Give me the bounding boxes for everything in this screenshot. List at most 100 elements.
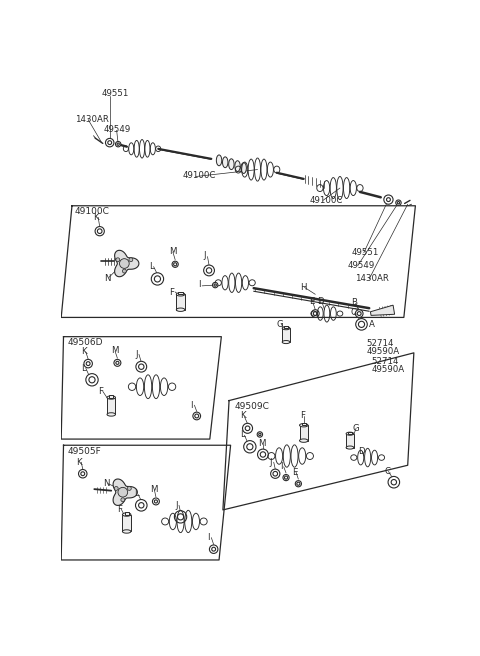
Ellipse shape [346, 432, 354, 435]
Circle shape [95, 226, 104, 236]
Text: D: D [358, 447, 364, 456]
Ellipse shape [176, 308, 185, 312]
Ellipse shape [107, 413, 116, 416]
Circle shape [312, 310, 319, 318]
Circle shape [151, 273, 164, 285]
Text: N: N [104, 274, 111, 283]
Circle shape [258, 449, 268, 460]
Bar [124, 512, 129, 514]
Ellipse shape [176, 293, 185, 296]
Bar [348, 432, 352, 434]
Polygon shape [371, 305, 395, 316]
Circle shape [114, 487, 118, 491]
Text: 49551: 49551 [101, 89, 129, 98]
Circle shape [118, 487, 128, 497]
Ellipse shape [241, 163, 246, 173]
Circle shape [388, 476, 400, 488]
Text: J: J [175, 501, 178, 510]
Bar [301, 423, 306, 425]
Ellipse shape [223, 157, 228, 168]
Text: 49100C: 49100C [75, 207, 110, 216]
Ellipse shape [107, 396, 116, 400]
Text: J: J [269, 458, 272, 466]
Circle shape [79, 470, 87, 478]
Ellipse shape [282, 340, 290, 344]
Circle shape [127, 487, 131, 491]
Bar [109, 395, 113, 398]
Text: 49506D: 49506D [67, 338, 103, 347]
Bar [282, 328, 290, 342]
Circle shape [355, 310, 363, 318]
Text: B: B [351, 298, 357, 307]
Polygon shape [115, 251, 139, 277]
Bar [284, 326, 288, 328]
Circle shape [114, 359, 121, 366]
Circle shape [84, 359, 92, 368]
Ellipse shape [122, 530, 131, 533]
Circle shape [193, 412, 201, 420]
Circle shape [384, 195, 393, 204]
Bar [176, 295, 185, 310]
Text: 49590A: 49590A [367, 348, 400, 356]
Text: 1430AR: 1430AR [355, 274, 389, 283]
Bar [346, 434, 354, 447]
Text: K: K [81, 346, 87, 356]
Text: M: M [258, 439, 266, 448]
Text: 1430AR: 1430AR [75, 115, 109, 124]
Ellipse shape [235, 161, 240, 171]
Text: F: F [98, 387, 103, 396]
Text: G: G [352, 424, 359, 433]
Circle shape [135, 499, 147, 511]
Text: H: H [300, 283, 306, 292]
Text: C: C [384, 467, 391, 476]
Text: 49100C: 49100C [310, 195, 343, 205]
Ellipse shape [346, 446, 354, 449]
Text: 49505F: 49505F [67, 447, 101, 456]
Ellipse shape [300, 424, 308, 427]
Ellipse shape [300, 439, 308, 442]
Text: L: L [240, 430, 245, 439]
Bar [122, 514, 131, 531]
Text: 49100C: 49100C [183, 171, 216, 180]
Text: K: K [94, 213, 99, 222]
Text: A: A [369, 319, 375, 329]
Circle shape [116, 142, 121, 147]
Ellipse shape [228, 159, 234, 170]
Circle shape [122, 269, 126, 273]
Ellipse shape [282, 327, 290, 330]
Circle shape [213, 282, 218, 288]
Text: 49549: 49549 [348, 261, 375, 270]
Text: M: M [111, 346, 119, 355]
Circle shape [136, 361, 147, 372]
Circle shape [86, 374, 98, 386]
Circle shape [244, 441, 256, 453]
Circle shape [242, 423, 252, 434]
Text: I: I [191, 401, 193, 409]
Text: M: M [169, 247, 177, 256]
Circle shape [153, 498, 159, 505]
Circle shape [172, 261, 178, 268]
Text: N: N [104, 479, 110, 488]
Circle shape [356, 319, 367, 330]
Circle shape [257, 432, 263, 437]
Text: L: L [149, 262, 154, 271]
Text: K: K [77, 458, 82, 466]
Text: F: F [117, 504, 121, 514]
Bar [179, 292, 183, 295]
Circle shape [295, 481, 301, 487]
Circle shape [174, 510, 187, 523]
Polygon shape [113, 479, 137, 505]
Circle shape [283, 474, 289, 481]
Text: F: F [300, 411, 305, 420]
Bar [107, 398, 116, 415]
Ellipse shape [216, 155, 222, 166]
Text: I: I [207, 533, 210, 542]
Text: I: I [280, 462, 282, 471]
Text: K: K [240, 411, 246, 420]
Text: 52714: 52714 [372, 358, 399, 367]
Text: J: J [135, 350, 138, 359]
Text: 52714: 52714 [367, 339, 395, 348]
Circle shape [116, 258, 120, 262]
Circle shape [120, 258, 129, 268]
Text: 49509C: 49509C [234, 402, 269, 411]
